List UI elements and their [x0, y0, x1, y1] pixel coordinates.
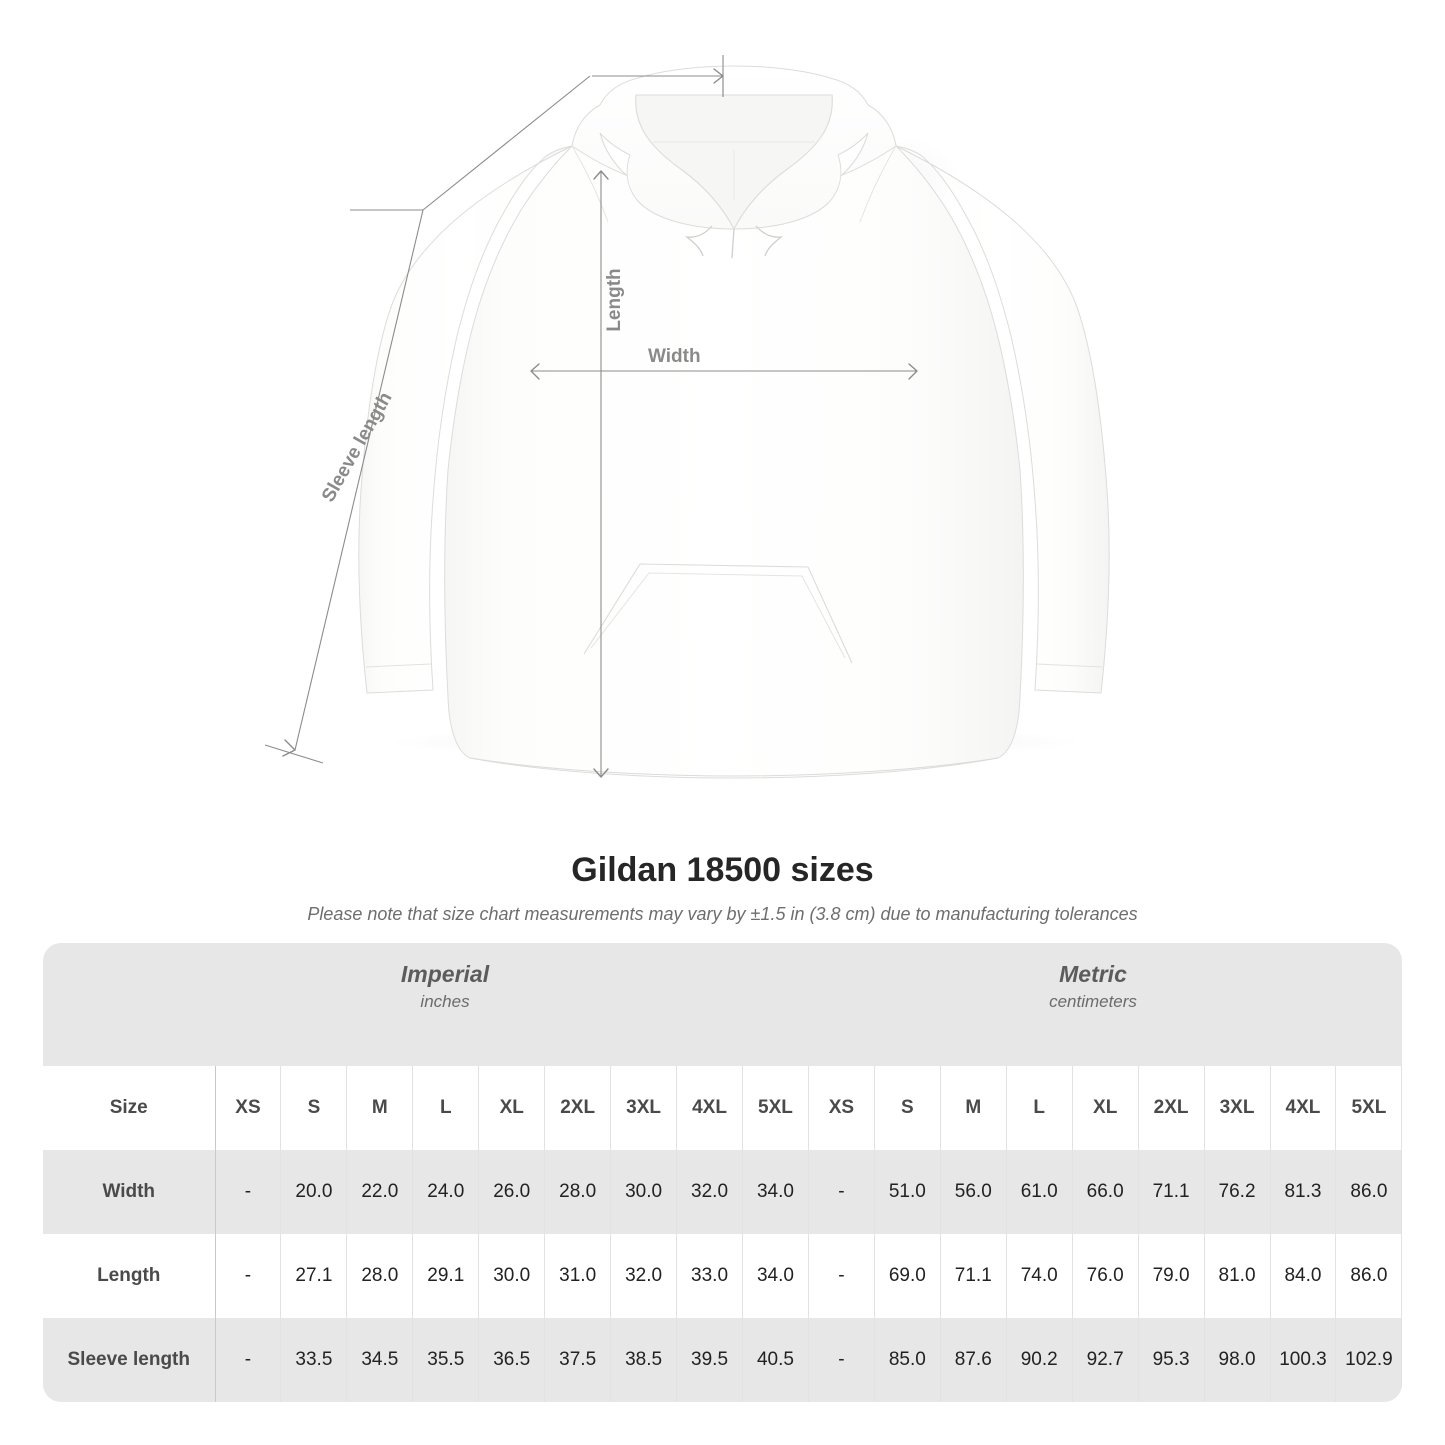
svg-text:Width: Width	[648, 346, 701, 367]
svg-text:Length: Length	[604, 268, 625, 331]
